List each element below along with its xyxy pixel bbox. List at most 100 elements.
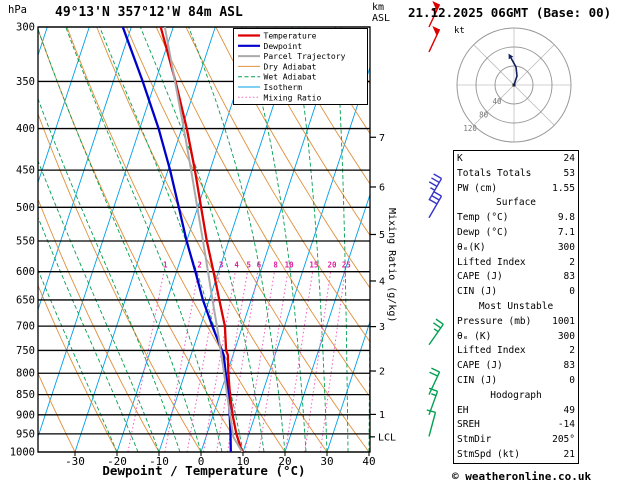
wind-barb-tick <box>428 198 438 205</box>
mixing-ratio-value: 4 <box>234 261 239 270</box>
stat-value: 1.55 <box>552 182 575 194</box>
pressure-tick-label: 400 <box>16 123 35 135</box>
stat-label: SREH <box>457 419 480 431</box>
stat-row: Lifted Index 2 <box>457 344 575 359</box>
wind-barb-tick <box>431 367 440 373</box>
stat-label: StmDir <box>457 434 492 446</box>
wind-barb-staff <box>428 371 441 395</box>
stat-label: Temp (°C) <box>457 212 509 224</box>
pressure-tick-label: 600 <box>16 266 35 278</box>
hodograph-ring <box>475 46 553 124</box>
x-axis-title: Dewpoint / Temperature (°C) <box>102 463 306 478</box>
temp-tick-labels: -30 -20 -10 0 10 20 30 40 <box>65 452 376 468</box>
pressure-tick-label: 850 <box>16 389 35 401</box>
pressure-tick-label: 350 <box>16 76 35 88</box>
stat-section-title: Hodograph <box>490 389 542 401</box>
stat-row: Pressure (mb) 1001 <box>457 315 575 330</box>
pressure-tick-label: 700 <box>16 321 35 333</box>
stat-label: Dewp (°C) <box>457 226 509 238</box>
mixing-ratio-value: 10 <box>285 261 295 270</box>
wind-barb-halftick <box>431 8 437 13</box>
stat-section-title: Surface <box>495 197 537 209</box>
km-tick-label: 3 <box>379 322 385 333</box>
hodograph-unit-label: kt <box>454 26 465 36</box>
km-tick-label: 4 <box>379 276 385 287</box>
sounding-curves <box>121 27 244 452</box>
mixing-ratio-value: 8 <box>273 261 278 270</box>
stat-row: θₑ (K) 300 <box>457 330 575 345</box>
legend-label: Temperature <box>264 32 317 41</box>
wind-barb-staff <box>428 323 444 346</box>
pressure-tick-label: 500 <box>16 202 35 214</box>
legend-label: Wet Adiabat <box>264 73 317 82</box>
temp-tick-label: 30 <box>320 455 333 468</box>
temperature-curve <box>159 27 244 452</box>
hodograph-ring <box>456 27 572 143</box>
hodograph-ring <box>494 65 534 105</box>
stat-label: CIN (J) <box>457 286 498 298</box>
stats-panel: K 24 Totals Totals 53 PW (cm) 1.55 Surface Temp… <box>453 150 579 464</box>
mixing-ratio-axis-title: Mixing Ratio (g/kg) <box>386 208 397 323</box>
wind-barb-tick <box>431 194 440 201</box>
mixing-ratio-value: 1 <box>163 261 168 270</box>
km-tick-label: 2 <box>379 367 385 378</box>
stat-value: 0 <box>569 374 575 386</box>
stat-row: CIN (J) 0 <box>457 374 575 389</box>
stat-label: PW (cm) <box>457 182 498 194</box>
wind-barb-staff <box>428 412 437 437</box>
stat-value: 83 <box>563 360 575 372</box>
station-title: 49°13'N 357°12'W 84m ASL <box>55 5 243 20</box>
skewt-chart: 1 2 3 4 5 6 8 10 15 20 253003504004505005506006507… <box>10 0 444 468</box>
stat-row: θₑ(K) 300 <box>457 241 575 256</box>
stat-row: CAPE (J) 83 <box>457 359 575 374</box>
temp-tick-label: 0 <box>198 455 205 468</box>
stat-value: 300 <box>557 330 575 342</box>
stat-row: StmDir 205° <box>457 433 575 448</box>
pressure-labels: 300 350 400 450 500 550 600 650 700 750 800 850 900 9… <box>10 22 35 459</box>
stat-value: 0 <box>569 286 575 298</box>
hodograph-ring-label: 80 <box>479 110 489 119</box>
pressure-tick-label: 750 <box>16 345 35 357</box>
stat-label: K <box>457 153 463 164</box>
stat-value: 205° <box>552 434 575 446</box>
stat-label: CAPE (J) <box>457 271 503 283</box>
stat-value: 24 <box>563 153 575 164</box>
stat-label: CIN (J) <box>457 374 498 386</box>
mixing-ratio-value: 15 <box>309 261 318 270</box>
stat-row: StmSpd (kt) 21 <box>457 448 575 463</box>
legend-label: Mixing Ratio <box>264 93 322 102</box>
wind-barbs-group <box>426 0 444 437</box>
stat-row: SREH -14 <box>457 418 575 433</box>
stat-row: Lifted Index 2 <box>457 256 575 271</box>
stat-value: 7.1 <box>557 226 575 238</box>
km-tick-label: 7 <box>379 133 385 144</box>
copyright: © weatheronline.co.uk <box>452 470 592 483</box>
km-unit: km <box>372 2 385 13</box>
temp-tick-label: 40 <box>362 455 375 468</box>
stat-value: 53 <box>563 167 575 179</box>
stat-value: 9.8 <box>557 212 575 224</box>
lcl-label: LCL <box>378 432 396 443</box>
stat-row: Totals Totals 53 <box>457 167 575 182</box>
mixing-ratio-value: 2 <box>197 261 202 270</box>
wind-barb-tick <box>433 190 442 197</box>
temp-tick-label: -20 <box>107 455 127 468</box>
wind-barb-tick <box>426 409 436 414</box>
altitude-axis-unit: km ASL <box>372 2 390 24</box>
mixing-ratio-group <box>127 271 346 452</box>
mixing-ratio-value: 5 <box>247 261 252 270</box>
legend-label: Isotherm <box>264 83 303 92</box>
legend-label: Parcel Trajectory <box>264 52 346 61</box>
mixing-ratio-value: 25 <box>342 261 351 270</box>
stat-value: -14 <box>557 419 575 431</box>
mixing-ratio-value: 6 <box>257 261 262 270</box>
hodograph-arrowhead <box>508 53 514 60</box>
km-tick-label: 1 <box>379 410 385 421</box>
wind-barb-halftick <box>430 187 436 191</box>
wind-barb-halftick <box>431 393 437 397</box>
stat-value: 300 <box>557 241 575 253</box>
km-scale: 7 6 5 4 3 2 1 LCL <box>370 133 396 443</box>
